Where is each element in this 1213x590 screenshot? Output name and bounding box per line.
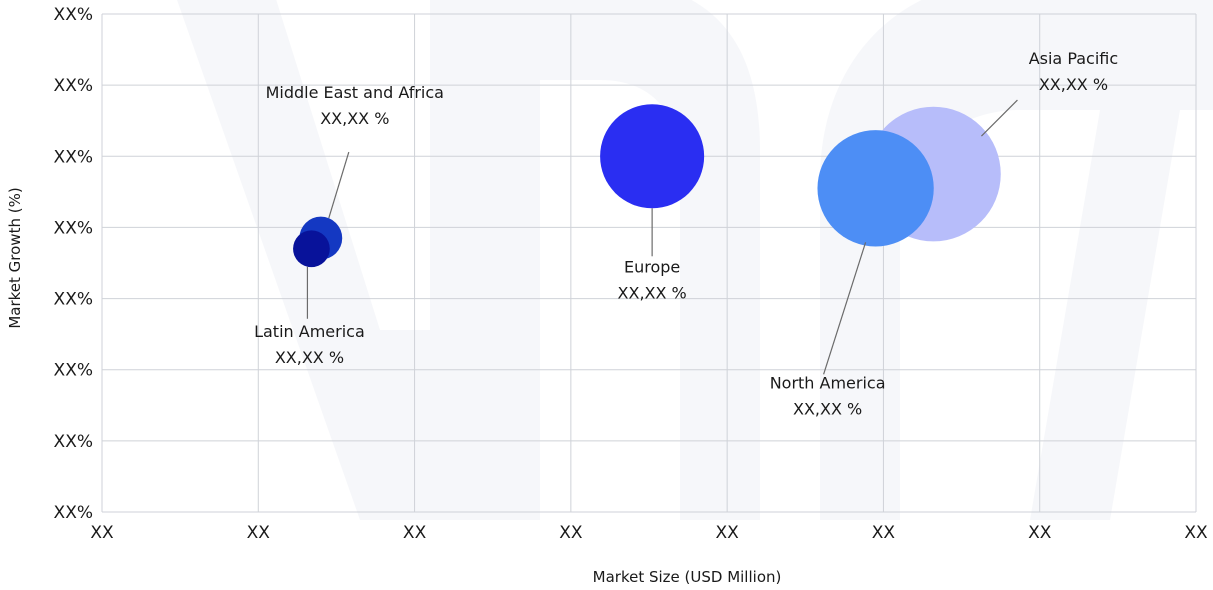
- leader-line: [328, 151, 350, 219]
- leader-lines: [306, 99, 1018, 375]
- y-tick-label: XX%: [54, 432, 93, 452]
- bubble-value-label: XX,XX %: [793, 399, 862, 418]
- bubble-value-label: XX,XX %: [320, 109, 389, 128]
- leader-line: [823, 242, 867, 375]
- bubbles: [293, 104, 1001, 268]
- y-tick-label: XX%: [54, 147, 93, 167]
- x-tick-label: XX: [715, 523, 739, 543]
- x-tick-label: XX: [1028, 523, 1052, 543]
- x-axis-ticks: XX XX XX XX XX XX XX XX: [90, 523, 1208, 543]
- x-tick-label: XX: [559, 523, 583, 543]
- bubble-name-label: North America: [770, 373, 886, 392]
- bubble-name-label: Middle East and Africa: [266, 83, 444, 102]
- bubble-value-label: XX,XX %: [275, 348, 344, 367]
- bubble-latin-america: [293, 230, 330, 268]
- bubble-north-america: [817, 130, 934, 247]
- y-axis-title: Market Growth (%): [6, 187, 24, 328]
- x-tick-label: XX: [1184, 523, 1208, 543]
- x-tick-label: XX: [247, 523, 271, 543]
- grid: [101, 13, 1197, 513]
- y-tick-label: XX%: [54, 503, 93, 523]
- leader-line: [981, 99, 1018, 137]
- bubble-name-label: Europe: [624, 257, 680, 276]
- bubble-europe: [600, 104, 705, 209]
- y-axis-ticks: XX% XX% XX% XX% XX% XX% XX% XX%: [54, 5, 93, 523]
- bubble-value-label: XX,XX %: [618, 283, 687, 302]
- bubble-value-label: XX,XX %: [1039, 75, 1108, 94]
- bubble-name-label: Asia Pacific: [1029, 49, 1118, 68]
- y-tick-label: XX%: [54, 76, 93, 96]
- bubble-labels: Asia Pacific XX,XX % North America XX,XX % E…: [254, 49, 1118, 418]
- x-tick-label: XX: [872, 523, 896, 543]
- bubble-name-label: Latin America: [254, 322, 365, 341]
- y-tick-label: XX%: [54, 361, 93, 381]
- x-axis-title: Market Size (USD Million): [593, 568, 782, 586]
- y-tick-label: XX%: [54, 5, 93, 25]
- x-tick-label: XX: [90, 523, 114, 543]
- x-tick-label: XX: [403, 523, 427, 543]
- y-tick-label: XX%: [54, 290, 93, 310]
- y-tick-label: XX%: [54, 218, 93, 238]
